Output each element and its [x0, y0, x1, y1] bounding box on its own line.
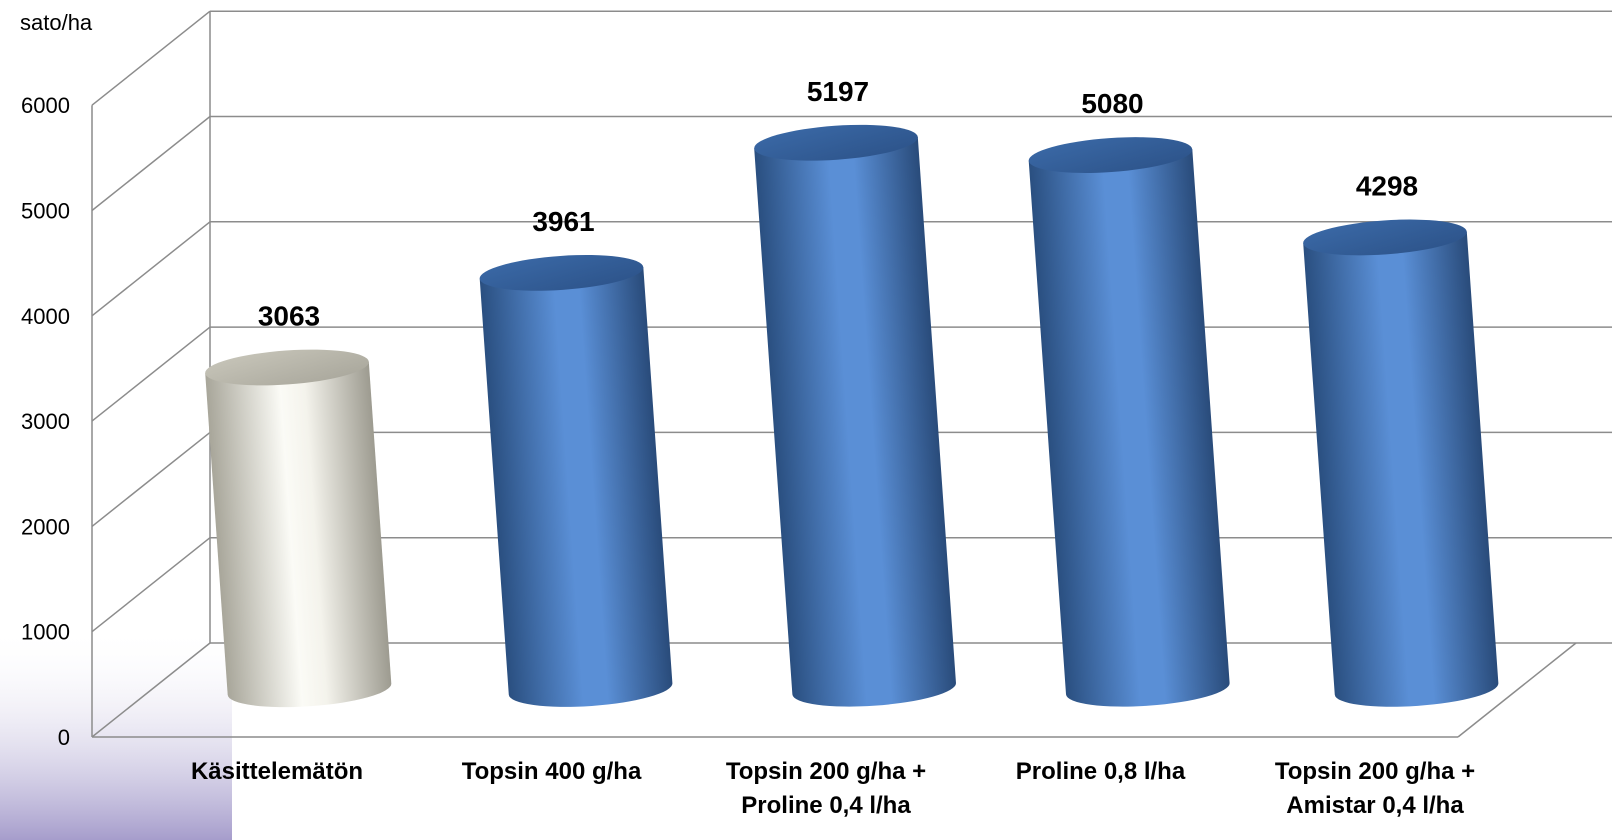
bar [754, 124, 956, 707]
grid-diagonal [91, 537, 211, 633]
floor-edge [1457, 642, 1577, 738]
bar-body [205, 361, 392, 708]
grid-diagonal [91, 642, 211, 738]
y-axis: 0 1000 2000 3000 4000 5000 6000 [21, 93, 70, 750]
data-label: 5080 [1081, 88, 1143, 119]
bar [1028, 137, 1230, 707]
x-axis: Käsittelemätön Topsin 400 g/ha Topsin 200 … [191, 758, 1475, 819]
corner-decoration [0, 628, 232, 840]
bar-body [754, 137, 956, 707]
grid-diagonal [91, 115, 211, 212]
x-tick-label: Proline 0,8 l/ha [1016, 758, 1186, 785]
bar-body [479, 267, 673, 707]
y-tick-label: 1000 [21, 620, 70, 645]
data-label: 3961 [532, 206, 594, 237]
grid-diagonal [91, 221, 211, 317]
grid-diagonal [91, 10, 211, 106]
x-tick-label: Käsittelemätön [191, 758, 363, 785]
data-label: 3063 [258, 300, 320, 331]
bar-top [205, 349, 369, 386]
y-tick-label: 0 [58, 725, 70, 750]
grid-diagonal [91, 326, 211, 422]
bars [205, 124, 1499, 708]
y-tick-label: 5000 [21, 199, 70, 224]
bar [479, 255, 673, 707]
y-axis-label: sato/ha [20, 10, 93, 35]
y-tick-label: 4000 [21, 304, 70, 329]
data-labels: 3063 3961 5197 5080 4298 [258, 76, 1418, 332]
y-tick-label: 3000 [21, 409, 70, 434]
bar-top [754, 124, 918, 161]
bar-top [479, 255, 644, 291]
bar-top [1303, 219, 1467, 256]
x-tick-label: Topsin 200 g/ha + Amistar 0,4 l/ha [1275, 758, 1475, 819]
bar [205, 349, 392, 708]
x-tick-label: Topsin 200 g/ha + Proline 0,4 l/ha [726, 758, 926, 819]
data-label: 4298 [1356, 170, 1418, 201]
bar-body [1303, 231, 1499, 707]
bar-body [1028, 149, 1230, 707]
bar-top [1028, 137, 1193, 173]
grid-diagonal [91, 431, 211, 527]
x-tick-label: Topsin 400 g/ha [462, 758, 642, 785]
y-tick-label: 6000 [21, 93, 70, 118]
bar [1303, 219, 1499, 707]
y-tick-label: 2000 [21, 514, 70, 539]
data-label: 5197 [807, 76, 869, 107]
